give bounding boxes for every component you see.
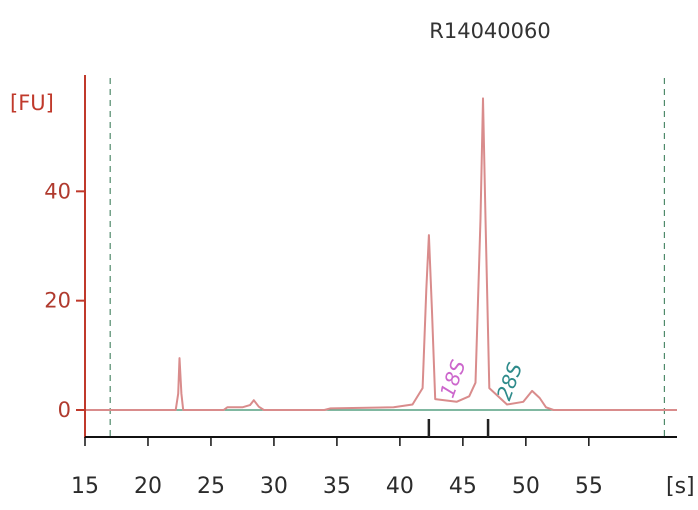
x-tick-label-55: 55 [575,474,603,499]
x-tick-label-25: 25 [197,474,225,499]
y-tick-label-0: 0 [58,398,71,422]
x-tick-label-15: 15 [71,474,99,499]
series-trace-1 [85,97,677,411]
series-group [85,97,677,411]
x-axis-label: [s] [666,474,695,499]
x-tick-label-30: 30 [260,474,288,499]
axes-group [84,75,677,438]
y-tick-label-40: 40 [44,179,71,203]
y-tick-label-20: 20 [44,289,71,313]
chart-title: R14040060 [429,19,550,43]
tick-group: 0 20 40 15 20 25 30 35 40 45 50 55 [44,179,603,499]
x-tick-label-20: 20 [134,474,162,499]
dashed-marker-group [109,78,666,438]
x-tick-label-35: 35 [323,474,351,499]
x-tick-label-50: 50 [512,474,540,499]
x-tick-label-40: 40 [386,474,414,499]
x-tick-label-45: 45 [449,474,477,499]
annotation-label-2: 28S [492,359,528,403]
annotation-group: 18S 28S [435,356,527,403]
y-axis-label: [FU] [10,91,54,115]
annotation-label-1: 18S [435,356,471,400]
